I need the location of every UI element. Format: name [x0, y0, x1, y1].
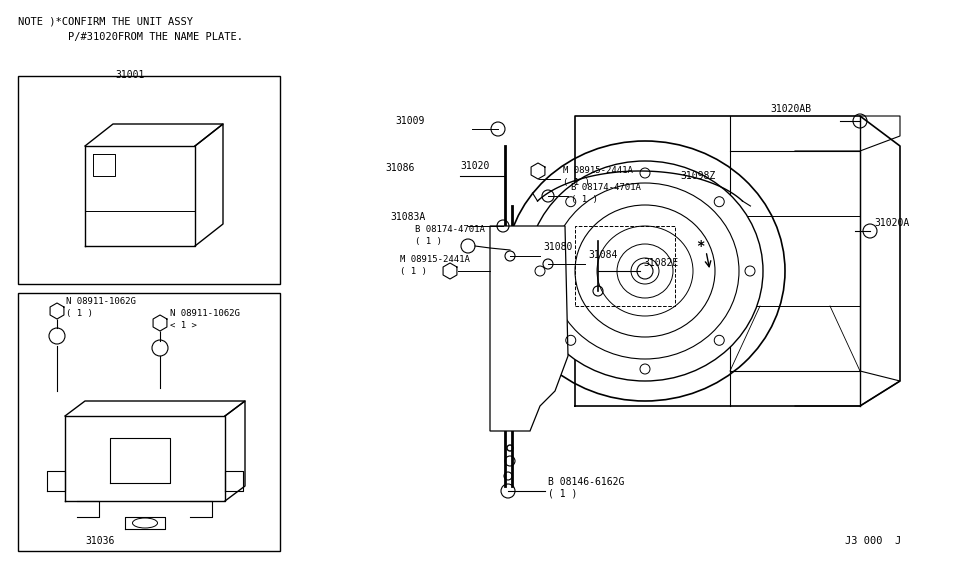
Text: ( 1 ): ( 1 ): [415, 237, 442, 246]
Ellipse shape: [575, 205, 715, 337]
Ellipse shape: [597, 226, 693, 316]
Text: ( 1 ): ( 1 ): [66, 309, 93, 318]
Text: NOTE )*CONFIRM THE UNIT ASSY: NOTE )*CONFIRM THE UNIT ASSY: [18, 16, 193, 26]
Text: 31020AB: 31020AB: [770, 104, 811, 114]
Ellipse shape: [625, 252, 665, 290]
Polygon shape: [443, 263, 457, 279]
Ellipse shape: [631, 258, 659, 284]
Text: ( 1 ): ( 1 ): [571, 195, 598, 204]
Polygon shape: [153, 315, 167, 331]
Text: 31020: 31020: [460, 161, 489, 171]
Text: N 08911-1062G: N 08911-1062G: [170, 309, 240, 318]
Text: 31080: 31080: [543, 242, 572, 252]
Text: 31009: 31009: [395, 116, 424, 126]
Text: B 08174-4701A: B 08174-4701A: [571, 183, 641, 192]
Text: P/#31020FROM THE NAME PLATE.: P/#31020FROM THE NAME PLATE.: [18, 32, 243, 42]
Text: B 08146-6162G: B 08146-6162G: [548, 477, 624, 487]
Ellipse shape: [133, 518, 158, 528]
Text: M 08915-2441A: M 08915-2441A: [400, 255, 470, 264]
Ellipse shape: [583, 213, 707, 329]
Text: < 1 >: < 1 >: [170, 321, 197, 330]
Text: 31036: 31036: [86, 536, 115, 546]
Polygon shape: [50, 303, 64, 319]
Ellipse shape: [507, 143, 783, 399]
Text: 31098Z: 31098Z: [680, 171, 716, 181]
Ellipse shape: [505, 141, 785, 401]
Bar: [575, 226, 675, 306]
Ellipse shape: [617, 244, 673, 298]
Text: 31084: 31084: [588, 250, 617, 260]
Text: B 08174-4701A: B 08174-4701A: [415, 225, 485, 234]
Polygon shape: [531, 163, 545, 179]
Bar: [18, 293, 280, 551]
Text: N 08911-1062G: N 08911-1062G: [66, 297, 136, 306]
Ellipse shape: [527, 161, 763, 381]
Text: ( 1 ): ( 1 ): [548, 489, 577, 499]
Polygon shape: [490, 226, 568, 431]
Bar: [18, 76, 280, 284]
Text: 31020A: 31020A: [874, 218, 910, 228]
Text: 31082E: 31082E: [643, 258, 679, 268]
Ellipse shape: [607, 235, 683, 307]
Text: M 08915-2441A: M 08915-2441A: [563, 166, 633, 175]
Text: *: *: [696, 239, 704, 253]
Ellipse shape: [551, 183, 739, 359]
Text: 31001: 31001: [115, 70, 144, 80]
Ellipse shape: [533, 167, 757, 375]
Text: 31083A: 31083A: [390, 212, 425, 222]
Text: ( 1 ): ( 1 ): [563, 178, 590, 187]
Text: J3 000  J: J3 000 J: [845, 536, 901, 546]
Text: ( 1 ): ( 1 ): [400, 267, 427, 276]
Ellipse shape: [557, 189, 733, 353]
Text: 31086: 31086: [385, 163, 414, 173]
